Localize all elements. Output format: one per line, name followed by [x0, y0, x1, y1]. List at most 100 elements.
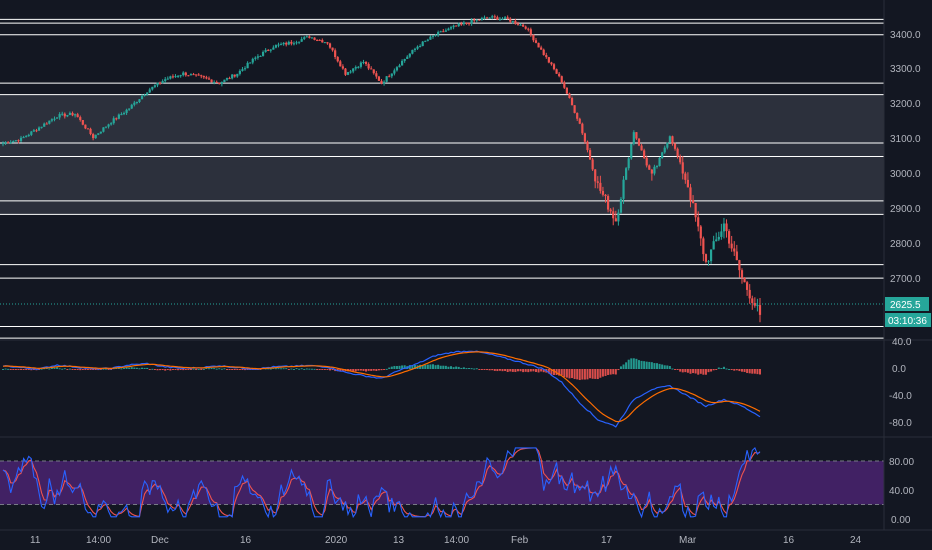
- candle[interactable]: [524, 26, 527, 29]
- candle[interactable]: [619, 198, 623, 213]
- candle[interactable]: [473, 19, 476, 21]
- candle[interactable]: [411, 49, 414, 54]
- candle[interactable]: [668, 136, 671, 143]
- candle[interactable]: [606, 196, 610, 210]
- candle[interactable]: [691, 200, 695, 203]
- candle[interactable]: [125, 109, 128, 113]
- candle[interactable]: [398, 65, 401, 68]
- candle[interactable]: [73, 114, 77, 116]
- candle[interactable]: [287, 41, 290, 45]
- candle[interactable]: [187, 75, 190, 77]
- candle[interactable]: [421, 41, 424, 47]
- candle[interactable]: [346, 72, 350, 75]
- candle[interactable]: [503, 17, 507, 19]
- candle[interactable]: [1, 142, 5, 145]
- candle[interactable]: [218, 82, 221, 85]
- candle[interactable]: [164, 79, 167, 82]
- candle[interactable]: [176, 75, 180, 77]
- candle[interactable]: [655, 165, 659, 167]
- candle[interactable]: [195, 74, 198, 76]
- candle[interactable]: [267, 49, 270, 51]
- candle[interactable]: [200, 75, 203, 77]
- candle[interactable]: [171, 76, 175, 78]
- candle[interactable]: [704, 254, 708, 262]
- candle[interactable]: [712, 241, 715, 250]
- candle[interactable]: [102, 127, 105, 132]
- candle[interactable]: [256, 56, 260, 58]
- candle[interactable]: [558, 73, 561, 77]
- candle[interactable]: [578, 118, 581, 124]
- candle[interactable]: [506, 17, 509, 19]
- candle[interactable]: [7, 142, 10, 144]
- candle[interactable]: [202, 76, 205, 78]
- candle[interactable]: [328, 43, 332, 48]
- candle[interactable]: [573, 105, 576, 113]
- candle[interactable]: [671, 136, 674, 144]
- candle[interactable]: [4, 142, 7, 144]
- candle[interactable]: [210, 79, 213, 83]
- candle[interactable]: [305, 36, 308, 38]
- candle[interactable]: [444, 30, 447, 32]
- candle[interactable]: [375, 73, 378, 77]
- candle[interactable]: [516, 23, 520, 25]
- candle[interactable]: [334, 50, 337, 58]
- candle[interactable]: [439, 31, 442, 33]
- candle[interactable]: [9, 142, 12, 144]
- candle[interactable]: [359, 62, 363, 67]
- candle[interactable]: [679, 156, 682, 163]
- candle[interactable]: [120, 114, 123, 116]
- candle[interactable]: [27, 134, 30, 137]
- candle[interactable]: [728, 231, 731, 244]
- candle[interactable]: [192, 74, 195, 76]
- candle[interactable]: [568, 93, 571, 98]
- candle[interactable]: [627, 158, 630, 169]
- candle[interactable]: [429, 36, 432, 40]
- candle[interactable]: [61, 113, 64, 115]
- candle[interactable]: [107, 124, 110, 127]
- candle[interactable]: [272, 47, 275, 50]
- candle[interactable]: [321, 40, 324, 43]
- candle[interactable]: [341, 66, 344, 69]
- candle[interactable]: [588, 150, 592, 160]
- candle[interactable]: [470, 19, 473, 24]
- candle[interactable]: [261, 51, 265, 56]
- candle[interactable]: [156, 82, 159, 86]
- candle[interactable]: [45, 123, 48, 125]
- candle[interactable]: [725, 223, 728, 232]
- candle[interactable]: [254, 57, 257, 59]
- candle[interactable]: [648, 165, 651, 170]
- candle[interactable]: [681, 162, 684, 174]
- candle[interactable]: [19, 137, 23, 142]
- candle[interactable]: [630, 143, 633, 159]
- candle[interactable]: [645, 157, 648, 166]
- candle[interactable]: [274, 45, 278, 48]
- candle[interactable]: [362, 61, 365, 63]
- candle[interactable]: [552, 64, 556, 70]
- candle[interactable]: [385, 76, 388, 82]
- stoch-axis[interactable]: 80.00 40.00 0.00: [889, 457, 914, 526]
- candle[interactable]: [169, 76, 172, 79]
- candle[interactable]: [447, 28, 450, 31]
- candle[interactable]: [498, 18, 502, 20]
- candle[interactable]: [115, 118, 118, 120]
- candle[interactable]: [545, 55, 548, 58]
- candle[interactable]: [694, 202, 697, 218]
- candle[interactable]: [308, 36, 311, 38]
- candle[interactable]: [189, 74, 193, 76]
- candle[interactable]: [467, 23, 471, 25]
- candle[interactable]: [25, 136, 28, 138]
- candle[interactable]: [282, 42, 285, 45]
- candle[interactable]: [53, 118, 56, 120]
- price-axis[interactable]: 3400.0 3300.0 3200.0 3100.0 3000.0 2900.…: [890, 30, 921, 285]
- candle[interactable]: [555, 69, 558, 74]
- candle[interactable]: [344, 68, 347, 75]
- candle[interactable]: [130, 104, 133, 109]
- candle[interactable]: [457, 23, 460, 27]
- candle[interactable]: [596, 181, 599, 183]
- candle[interactable]: [336, 57, 339, 62]
- candle[interactable]: [565, 87, 568, 94]
- candle[interactable]: [50, 119, 54, 121]
- candle[interactable]: [151, 86, 154, 90]
- candle[interactable]: [285, 42, 288, 45]
- candle[interactable]: [37, 127, 41, 131]
